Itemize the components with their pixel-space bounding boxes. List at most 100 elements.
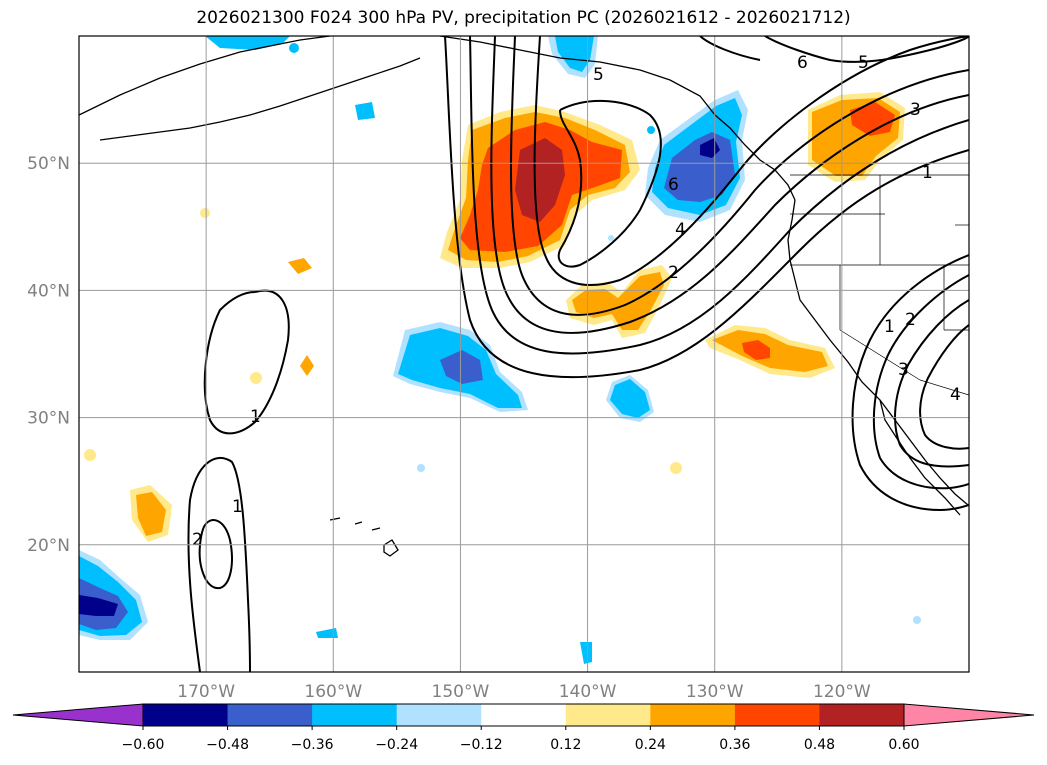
gridlines bbox=[79, 36, 969, 672]
pv-contour bbox=[872, 274, 969, 490]
precip-positive-area bbox=[850, 102, 895, 136]
border-line bbox=[919, 379, 969, 396]
pv-contour-label: 1 bbox=[884, 317, 895, 337]
pv-contours bbox=[187, 36, 969, 672]
colorbar-segment bbox=[565, 704, 651, 726]
colorbar-tick-label: 0.24 bbox=[635, 737, 666, 753]
pv-contour-label: 2 bbox=[192, 530, 203, 550]
pv-contour bbox=[510, 36, 969, 316]
precip-positive-area bbox=[572, 272, 664, 330]
coastline-canada-us bbox=[787, 199, 969, 506]
pv-contour bbox=[490, 36, 969, 334]
colorbar-segment bbox=[819, 704, 905, 726]
colorbar-segment bbox=[143, 704, 229, 726]
map-layers: 5 6 5 3 1 6 4 2 1 2 3 4 1 1 2 bbox=[79, 36, 969, 672]
colorbar-tick-label: 0.12 bbox=[550, 737, 581, 753]
coastline-hawaii bbox=[329, 517, 399, 557]
precip-positive-area bbox=[200, 208, 210, 218]
lon-tick-label: 160°W bbox=[304, 682, 362, 702]
precip-negative-area bbox=[316, 628, 338, 638]
pv-contour bbox=[203, 289, 290, 435]
precip-negative-area bbox=[355, 102, 375, 120]
colorbar-tick-label: 0.60 bbox=[888, 737, 919, 753]
lon-tick-label: 140°W bbox=[559, 682, 617, 702]
colorbar-segment bbox=[650, 704, 736, 726]
coastline-aleutians bbox=[99, 57, 421, 141]
lat-tick-label: 30°N bbox=[27, 409, 70, 429]
precip-shading bbox=[79, 36, 921, 664]
coastline-alaska bbox=[79, 36, 331, 116]
colorbar-segment bbox=[227, 704, 313, 726]
precip-negative-area bbox=[289, 43, 299, 53]
pv-contour bbox=[851, 254, 969, 512]
precip-negative-area bbox=[79, 595, 118, 616]
lat-tick-label: 50°N bbox=[27, 154, 70, 174]
lon-tick-label: 170°W bbox=[177, 682, 235, 702]
colorbar: −0.60 −0.48 −0.36 −0.24 −0.12 0.12 0.24 0.36 0.4… bbox=[12, 703, 1035, 753]
map-title: 2026021300 F024 300 hPa PV, precipitatio… bbox=[196, 8, 851, 28]
colorbar-tick-label: −0.36 bbox=[291, 737, 334, 753]
colorbar-segment bbox=[396, 704, 482, 726]
lat-tick-label: 20°N bbox=[27, 536, 70, 556]
pv-contour bbox=[557, 99, 662, 268]
precip-positive-area bbox=[84, 449, 96, 461]
precip-negative-area bbox=[555, 36, 594, 72]
colorbar-segment bbox=[734, 704, 820, 726]
colorbar-tick-label: 0.36 bbox=[719, 737, 750, 753]
colorbar-extend-max bbox=[903, 703, 1035, 727]
coastlines bbox=[79, 36, 969, 557]
precip-positive-area bbox=[670, 462, 682, 474]
pv-contour-label: 2 bbox=[668, 263, 679, 283]
pv-contour-label: 5 bbox=[593, 65, 604, 85]
pv-contour bbox=[187, 456, 251, 672]
pv-contour bbox=[699, 36, 761, 61]
precip-positive-area bbox=[515, 138, 565, 222]
pv-contour-label: 1 bbox=[250, 407, 261, 427]
precip-negative-area bbox=[608, 235, 614, 241]
pv-contour-label: 5 bbox=[858, 53, 869, 73]
lon-tick-label: 150°W bbox=[432, 682, 490, 702]
precip-negative-area bbox=[610, 379, 650, 418]
precip-positive-area bbox=[300, 355, 314, 376]
colorbar-tick-label: 0.48 bbox=[804, 737, 835, 753]
pv-contour-labels: 5 6 5 3 1 6 4 2 1 2 3 4 1 1 2 bbox=[192, 53, 961, 550]
pv-contour-label: 6 bbox=[797, 53, 808, 73]
pv-contour bbox=[894, 299, 969, 468]
precip-positive-area bbox=[136, 492, 166, 536]
colorbar-extend-min bbox=[12, 703, 144, 727]
borders bbox=[790, 174, 969, 396]
pv-contour-label: 1 bbox=[232, 497, 243, 517]
precip-negative-area bbox=[440, 350, 483, 384]
pv-contour-label: 1 bbox=[922, 163, 933, 183]
coastline-baja bbox=[879, 399, 961, 516]
precip-negative-area bbox=[913, 616, 921, 624]
pv-contour-label: 2 bbox=[905, 310, 916, 330]
colorbar-outline bbox=[142, 703, 905, 727]
colorbar-segment bbox=[312, 704, 398, 726]
map-frame bbox=[78, 35, 970, 673]
precip-positive-area bbox=[288, 258, 312, 274]
pv-contour bbox=[764, 36, 969, 63]
pv-contour-label: 6 bbox=[668, 175, 679, 195]
border-line bbox=[839, 329, 921, 381]
lat-tick-label: 40°N bbox=[27, 281, 70, 301]
colorbar-segment bbox=[481, 704, 567, 726]
precip-positive-area bbox=[742, 340, 770, 360]
precip-negative-area bbox=[647, 126, 655, 134]
lon-tick-label: 120°W bbox=[813, 682, 871, 702]
pv-contour-label: 4 bbox=[675, 220, 686, 240]
pv-contour bbox=[469, 36, 969, 355]
pv-contour bbox=[919, 324, 969, 450]
pv-contour bbox=[444, 36, 969, 379]
longitude-labels: 170°W 160°W 150°W 140°W 130°W 120°W bbox=[177, 682, 871, 702]
pv-contour-label: 3 bbox=[898, 360, 909, 380]
colorbar-tick-label: −0.48 bbox=[206, 737, 249, 753]
precip-negative-area bbox=[580, 642, 592, 664]
pv-contour bbox=[533, 36, 969, 286]
colorbar-tick-label: −0.12 bbox=[460, 737, 503, 753]
lon-tick-label: 130°W bbox=[686, 682, 744, 702]
pv-contour-label: 4 bbox=[950, 385, 961, 405]
colorbar-tick-label: −0.60 bbox=[122, 737, 165, 753]
pv-contour-label: 3 bbox=[910, 100, 921, 120]
